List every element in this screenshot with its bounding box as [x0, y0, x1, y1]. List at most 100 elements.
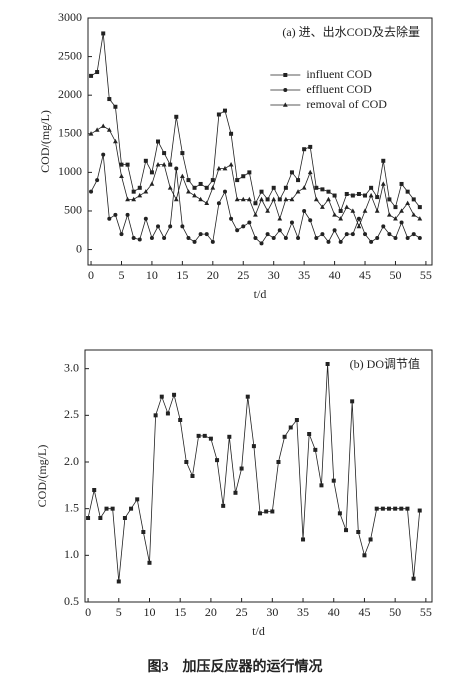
marker: [251, 444, 256, 449]
x-tick-label: 40: [329, 268, 341, 282]
marker: [95, 70, 100, 75]
y-tick-label: 1500: [58, 126, 82, 140]
marker: [289, 220, 294, 225]
marker: [283, 196, 289, 202]
series-line: [90, 125, 421, 228]
series-line: [87, 363, 421, 582]
marker: [320, 232, 325, 237]
marker: [393, 205, 398, 210]
marker: [106, 127, 112, 132]
marker: [173, 196, 179, 202]
marker: [107, 97, 112, 102]
y-axis-label: COD/(mg/L): [38, 110, 52, 173]
marker: [131, 235, 136, 240]
marker: [89, 73, 94, 78]
marker: [332, 212, 337, 217]
marker: [326, 196, 331, 202]
y-tick-label: 3000: [58, 10, 82, 24]
marker: [411, 576, 416, 581]
marker: [167, 185, 173, 190]
marker: [162, 151, 167, 156]
marker: [235, 178, 240, 183]
marker: [174, 114, 179, 119]
marker: [375, 235, 380, 240]
marker: [295, 189, 301, 194]
marker: [314, 235, 319, 240]
marker: [186, 235, 191, 240]
marker: [282, 434, 287, 439]
marker: [289, 196, 295, 202]
marker: [301, 185, 307, 190]
marker: [380, 181, 386, 186]
marker: [204, 185, 209, 190]
marker: [313, 447, 318, 452]
x-tick-label: 15: [174, 605, 186, 619]
x-axis-label: t/d: [254, 287, 267, 301]
marker: [313, 196, 319, 202]
marker: [405, 200, 411, 206]
marker: [386, 212, 392, 217]
x-tick-label: 5: [116, 605, 122, 619]
y-tick-label: 1.0: [64, 547, 79, 561]
series-line: [90, 154, 421, 244]
marker: [129, 506, 134, 511]
marker: [227, 434, 232, 439]
marker: [302, 147, 307, 152]
marker: [104, 506, 109, 511]
legend-marker: [283, 73, 288, 77]
marker: [161, 162, 167, 167]
marker: [143, 158, 148, 163]
marker: [131, 189, 136, 194]
marker: [149, 170, 154, 175]
legend-label: removal of COD: [306, 97, 387, 111]
marker: [101, 31, 106, 36]
marker: [344, 204, 350, 209]
marker: [190, 474, 195, 478]
marker: [234, 196, 240, 202]
marker: [125, 212, 130, 217]
panel-title: (a) 进、出水COD及去除量: [282, 24, 420, 39]
y-tick-label: 2.5: [64, 407, 79, 421]
marker: [216, 112, 221, 117]
marker: [253, 212, 258, 217]
x-tick-label: 50: [389, 605, 401, 619]
legend-marker: [282, 102, 288, 107]
marker: [308, 218, 313, 223]
marker: [350, 232, 355, 237]
marker: [277, 216, 283, 221]
marker: [233, 490, 238, 495]
marker: [362, 208, 368, 213]
marker: [363, 232, 368, 237]
y-tick-label: 2500: [58, 48, 82, 62]
marker: [283, 235, 288, 240]
marker: [88, 131, 94, 136]
marker: [122, 516, 127, 520]
marker: [326, 239, 331, 244]
x-tick-label: 0: [85, 605, 91, 619]
plot-frame: [87, 17, 433, 266]
marker: [277, 228, 282, 233]
marker: [204, 232, 209, 237]
marker: [319, 483, 324, 488]
marker: [180, 224, 185, 229]
marker: [149, 235, 154, 240]
marker: [337, 511, 342, 516]
marker: [374, 506, 379, 511]
marker: [387, 197, 392, 202]
marker: [241, 224, 246, 229]
marker: [89, 189, 94, 194]
y-tick-label: 500: [64, 203, 82, 217]
marker: [192, 192, 197, 198]
marker: [363, 193, 368, 198]
marker: [387, 506, 392, 511]
marker: [246, 196, 252, 202]
marker: [331, 478, 336, 483]
marker: [210, 178, 215, 183]
marker: [162, 235, 167, 240]
marker: [110, 506, 115, 511]
marker: [119, 232, 124, 237]
marker: [137, 185, 142, 190]
legend-label: influent COD: [306, 67, 372, 81]
marker: [350, 399, 355, 404]
